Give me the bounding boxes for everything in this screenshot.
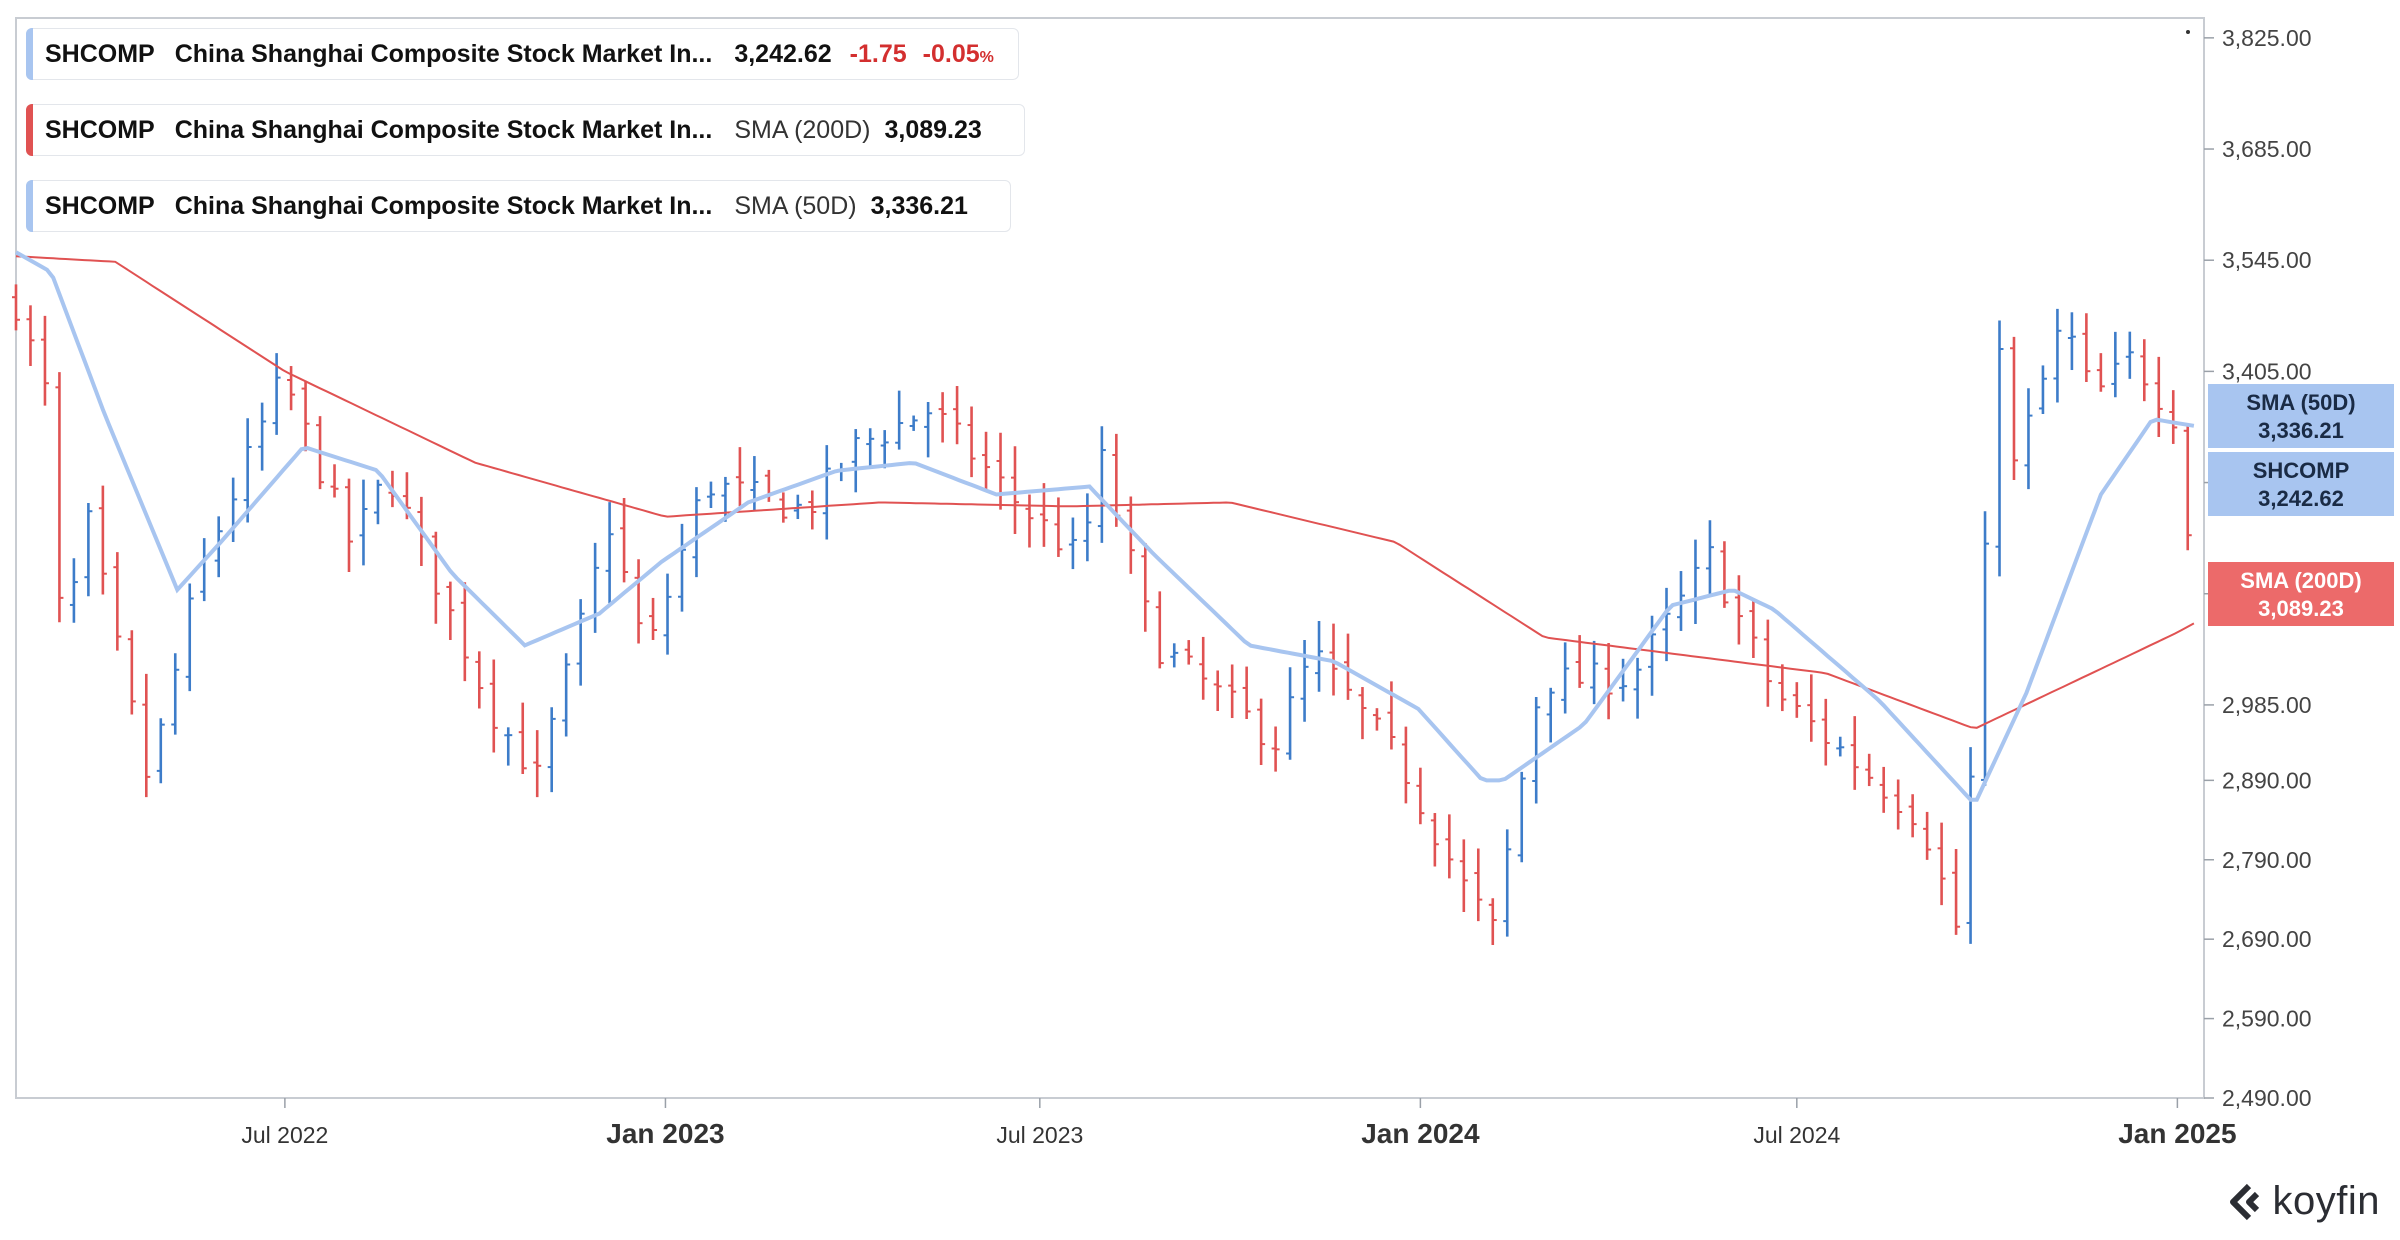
legend-symbol: SHCOMP [45,115,155,144]
koyfin-logo-icon [2229,1183,2259,1220]
y-tick-label: 2,985.00 [2222,692,2312,718]
corner-dot [2186,30,2190,34]
x-axis: Jul 2022 Jan 2023 Jul 2023 Jan 2024 Jul 2024… [241,1098,2237,1149]
legend-value: 3,089.23 [884,115,982,144]
x-tick-label: Jan 2023 [606,1118,724,1149]
y-tick-label: 2,490.00 [2222,1085,2312,1111]
price-tag-label: SHCOMP [2253,458,2350,483]
price-tag [2208,452,2394,516]
legend-swatch [26,28,33,80]
plot-border [15,17,2205,1099]
price-tags: SMA (50D) 3,336.21 SHCOMP 3,242.62 SMA (200D… [2208,384,2394,626]
x-tick-label: Jan 2025 [2118,1118,2236,1149]
sma-200-line [15,255,2195,729]
legend-value: 3,336.21 [870,191,968,220]
legend-percent: -0.05% [922,39,994,68]
x-tick-label: Jul 2022 [241,1122,328,1148]
price-tag [2208,562,2394,626]
price-tag-label: SMA (200D) [2240,568,2361,593]
legend-sma-200[interactable]: SHCOMP China Shanghai Composite Stock Ma… [26,104,1025,156]
brand-name: koyfin [2272,1179,2380,1223]
x-tick-label: Jan 2024 [1361,1118,1480,1149]
plot-frame [15,17,2205,1099]
price-tag-value: 3,089.23 [2258,596,2344,621]
price-tag-label: SMA (50D) [2246,390,2355,415]
y-tick-label: 3,405.00 [2222,358,2312,384]
y-tick-label: 2,890.00 [2222,767,2312,793]
legend-value: 3,242.62 [734,39,832,68]
legend-swatch [26,104,33,156]
y-axis: 2,490.00 2,590.00 2,690.00 2,790.00 2,890.00… [2204,25,2312,1111]
legend-name: China Shanghai Composite Stock Market In… [174,191,713,220]
sma-50-series [15,250,2195,802]
price-tag-value: 3,242.62 [2258,486,2344,511]
legend-name: China Shanghai Composite Stock Market In… [174,115,713,144]
legend-symbol: SHCOMP [45,191,155,220]
koyfin-logo: koyfin [2227,1179,2381,1224]
legend-sma-50[interactable]: SHCOMP China Shanghai Composite Stock Ma… [26,180,1011,232]
price-tag-value: 3,336.21 [2258,418,2344,443]
legend-name: China Shanghai Composite Stock Market In… [174,39,713,68]
x-tick-label: Jul 2024 [1753,1122,1840,1148]
y-tick-label: 2,790.00 [2222,847,2312,873]
legend-swatch [26,180,33,232]
y-tick-label: 3,685.00 [2222,136,2312,162]
y-tick-label: 3,545.00 [2222,247,2312,273]
sma-50-line [15,250,2195,802]
legend-symbol: SHCOMP [45,39,155,68]
sma-200-series [15,255,2195,729]
legend-indicator-label: SMA (50D) [734,191,857,220]
y-tick-label: 3,825.00 [2222,25,2312,51]
legend-price[interactable]: SHCOMP China Shanghai Composite Stock Ma… [26,28,1019,80]
y-tick-label: 2,590.00 [2222,1006,2312,1032]
y-tick-label: 2,690.00 [2222,926,2312,952]
legend-indicator-label: SMA (200D) [734,115,871,144]
legend-change: -1.75 [849,39,907,68]
x-tick-label: Jul 2023 [996,1122,1083,1148]
price-tag [2208,384,2394,448]
ohlc-bars [12,284,2192,945]
